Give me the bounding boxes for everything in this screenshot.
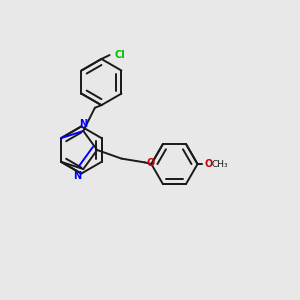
Text: O: O — [146, 158, 155, 168]
Text: CH₃: CH₃ — [212, 160, 228, 169]
Text: N: N — [79, 119, 87, 129]
Text: Cl: Cl — [114, 50, 125, 60]
Text: O: O — [204, 159, 212, 169]
Text: N: N — [74, 171, 82, 181]
